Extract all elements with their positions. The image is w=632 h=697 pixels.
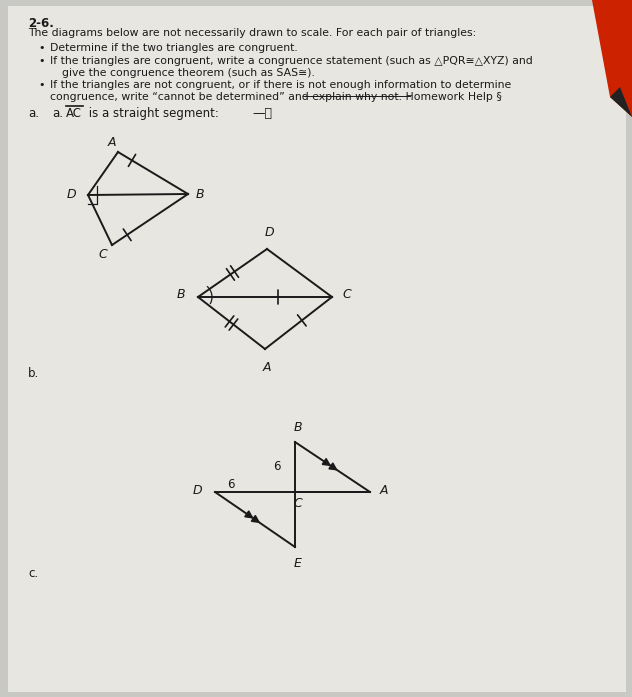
Text: 6: 6 — [227, 477, 234, 491]
Polygon shape — [592, 0, 632, 117]
Text: c.: c. — [28, 567, 38, 580]
Text: A: A — [263, 361, 271, 374]
Polygon shape — [322, 459, 330, 466]
Text: congruence, write “cannot be determined” and explain why not. Homework Help §: congruence, write “cannot be determined”… — [50, 92, 502, 102]
Polygon shape — [329, 463, 337, 470]
Polygon shape — [245, 511, 253, 518]
Text: C: C — [98, 248, 107, 261]
Text: a.: a. — [52, 107, 63, 120]
Text: D: D — [264, 226, 274, 239]
Text: •: • — [38, 43, 44, 53]
Text: If the triangles are congruent, write a congruence statement (such as △PQR≅△XYZ): If the triangles are congruent, write a … — [50, 56, 533, 66]
Text: C: C — [294, 497, 302, 510]
Text: a.: a. — [28, 107, 39, 120]
Text: C: C — [342, 289, 351, 302]
Text: B: B — [294, 421, 302, 434]
Text: D: D — [66, 188, 76, 201]
Text: 6: 6 — [274, 461, 281, 473]
Text: b.: b. — [28, 367, 39, 380]
Text: B: B — [196, 187, 205, 201]
Text: A: A — [107, 136, 116, 149]
Text: E: E — [294, 557, 302, 570]
Text: B: B — [176, 289, 185, 302]
Text: Determine if the two triangles are congruent.: Determine if the two triangles are congr… — [50, 43, 298, 53]
Text: —⏜: —⏜ — [252, 107, 272, 120]
Text: 2-6.: 2-6. — [28, 17, 54, 30]
Text: D: D — [192, 484, 202, 496]
Text: The diagrams below are not necessarily drawn to scale. For each pair of triangle: The diagrams below are not necessarily d… — [28, 28, 477, 38]
Text: give the congruence theorem (such as SAS≅).: give the congruence theorem (such as SAS… — [62, 68, 315, 78]
Text: •: • — [38, 56, 44, 66]
Text: is a straight segment:: is a straight segment: — [85, 107, 219, 120]
Text: If the triangles are not congruent, or if there is not enough information to det: If the triangles are not congruent, or i… — [50, 80, 511, 90]
Text: AC: AC — [66, 107, 82, 120]
Polygon shape — [252, 516, 259, 522]
Polygon shape — [610, 87, 632, 117]
Text: A: A — [380, 484, 389, 496]
Text: •: • — [38, 80, 44, 90]
